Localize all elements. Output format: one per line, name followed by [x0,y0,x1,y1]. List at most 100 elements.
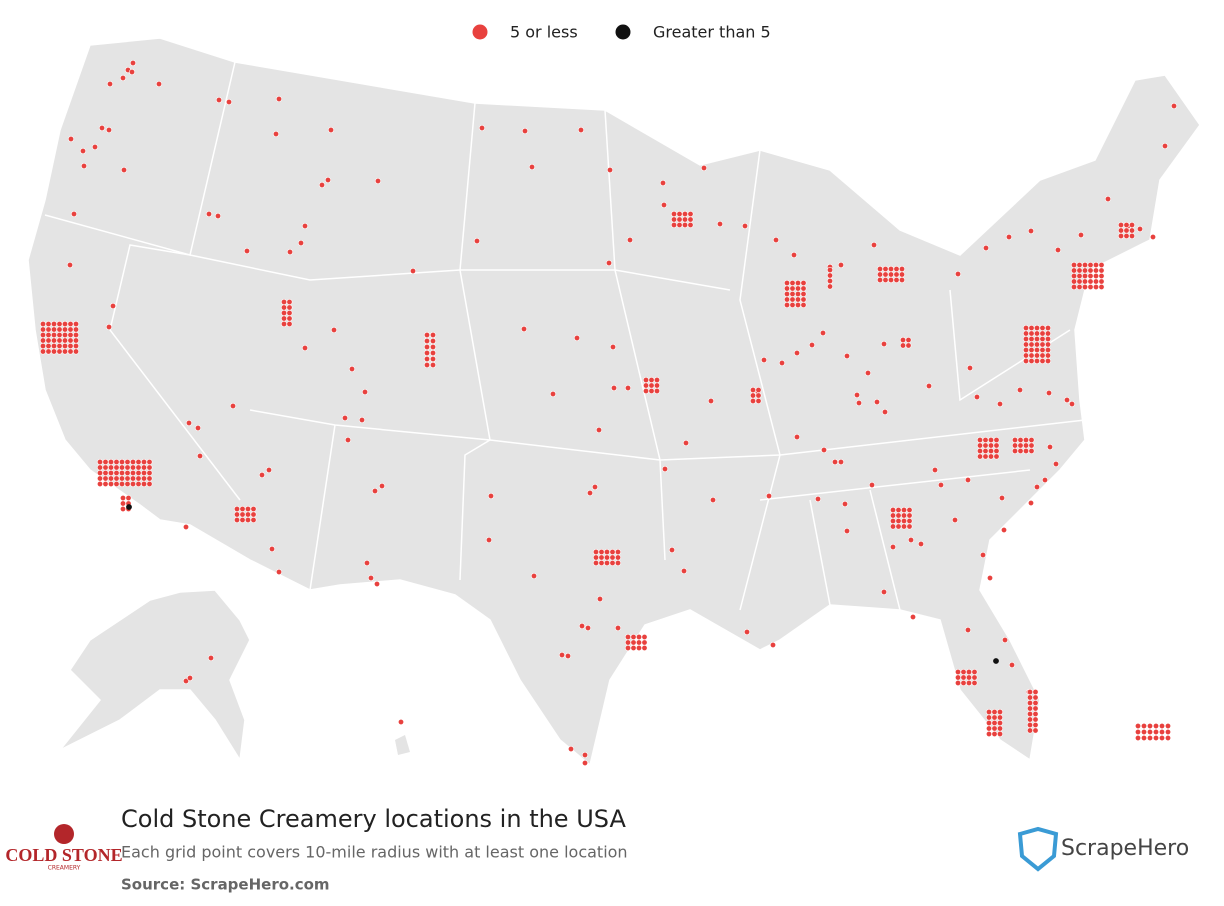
location-dot [985,714,992,721]
location-dot [1118,222,1125,229]
location-dot [614,554,621,561]
location-dot [108,464,115,471]
location-dot [749,397,756,404]
location-dot [39,331,46,338]
location-dot [642,382,649,389]
location-dot [61,348,68,355]
location-dot [1011,447,1018,454]
location-dot [876,271,883,278]
location-dot [882,276,889,283]
location-dot [113,475,120,482]
location-dot [156,81,163,88]
location-dot [996,730,1003,737]
location-dot [1039,324,1046,331]
location-dot [895,506,902,513]
location-dot [1165,728,1172,735]
location-dot [67,261,74,268]
location-dot [987,453,994,460]
location-dot [280,304,287,311]
location-dot [794,296,801,303]
location-dot [108,469,115,476]
location-dot [56,342,63,349]
location-dot [130,59,137,66]
location-dot [130,458,137,465]
location-dot [120,505,127,512]
location-dot [783,296,790,303]
location-dot [909,613,916,620]
location-dot [853,391,860,398]
location-dot [520,325,527,332]
location-dot [889,517,896,524]
location-dot [653,382,660,389]
location-dot [800,285,807,292]
location-dot [1027,710,1034,717]
location-dot [1171,103,1178,110]
location-dot [113,480,120,487]
location-dot [39,320,46,327]
location-dot [789,279,796,286]
location-dot [1011,442,1018,449]
location-dot [45,320,52,327]
border [249,409,1086,461]
location-dot [1034,352,1041,359]
location-dot [1082,267,1089,274]
location-dot [641,639,648,646]
location-dot [564,652,571,659]
location-dot [234,505,241,512]
location-dot [146,475,153,482]
location-dot [1027,694,1034,701]
location-dot [900,523,907,530]
location-dot [286,315,293,322]
location-dot [987,447,994,454]
location-dot [318,182,325,189]
usa-outline [27,37,1201,767]
location-dot [286,298,293,305]
hawaii-outline [395,735,410,755]
location-dot [1022,346,1029,353]
location-dot [258,471,265,478]
location-dot [141,469,148,476]
location-dot [73,348,80,355]
location-dot [1034,330,1041,337]
location-dot [630,644,637,651]
location-dot [993,447,1000,454]
location-dot [1071,272,1078,279]
location-dot [1087,272,1094,279]
location-dot [887,265,894,272]
location-dot [819,329,826,336]
location-dot [985,725,992,732]
location-dot [1045,335,1052,342]
location-dot [125,494,132,501]
location-dot [614,559,621,566]
location-dot [250,516,257,523]
location-dot [81,163,88,170]
location-dot [146,458,153,465]
location-dot [905,336,912,343]
location-dot [97,464,104,471]
location-dot [837,458,844,465]
location-dot [1028,341,1035,348]
location-dot [113,458,120,465]
location-dot [56,326,63,333]
location-dot [119,480,126,487]
location-dot [800,279,807,286]
location-dot [485,536,492,543]
location-dot [186,419,193,426]
location-dot [1046,389,1053,396]
location-dot [1039,357,1046,364]
location-dot [68,136,75,143]
border [759,469,1031,501]
location-dot [478,125,485,132]
location-dot [567,745,574,752]
state-borders [44,61,1086,611]
location-dot [1034,324,1041,331]
location-dot [749,392,756,399]
location-dot [528,164,535,171]
location-dot [937,481,944,488]
location-dot [429,331,436,338]
location-dot [1034,335,1041,342]
location-dot [45,342,52,349]
location-dot [371,487,378,494]
location-dot [130,464,137,471]
location-dot [1076,272,1083,279]
